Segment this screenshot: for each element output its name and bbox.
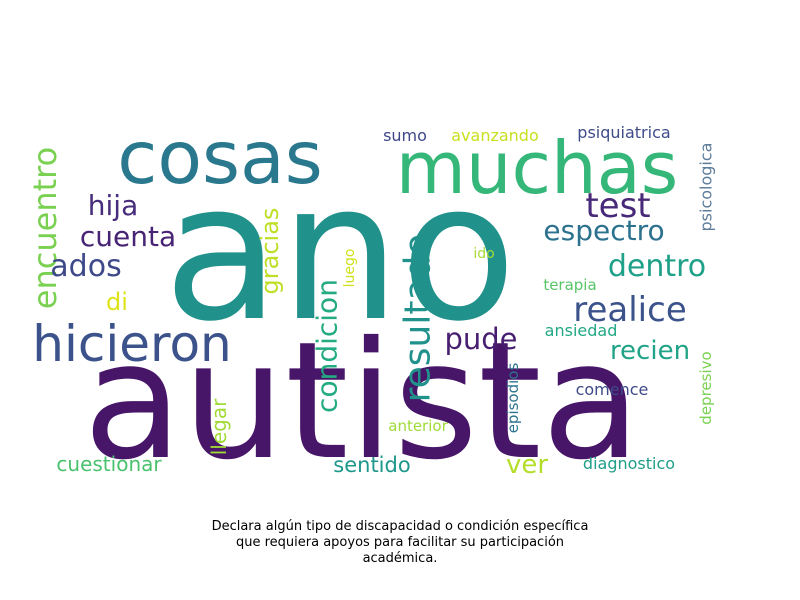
word-hicieron: hicieron — [32, 315, 231, 373]
word-cuestionar: cuestionar — [56, 452, 162, 476]
word-ido: ido — [473, 246, 494, 262]
word-ansiedad: ansiedad — [545, 321, 618, 340]
word-pude: pude — [444, 322, 517, 356]
word-psicologica: psicologica — [697, 143, 716, 232]
word-condicion: condicion — [311, 279, 344, 413]
word-luego: luego — [342, 249, 358, 288]
chart-caption: Declara algún tipo de discapacidad o con… — [150, 519, 650, 567]
word-dentro: dentro — [608, 249, 706, 284]
caption-line-2: que requiera apoyos para facilitar su pa… — [235, 535, 565, 550]
word-espectro: espectro — [543, 214, 664, 247]
word-sentido: sentido — [333, 453, 410, 477]
word-ados: ados — [50, 249, 121, 284]
word-depresivo: depresivo — [697, 351, 715, 424]
word-sumo: sumo — [383, 126, 427, 145]
word-encuentro: encuentro — [26, 147, 64, 309]
caption-line-3: académica. — [362, 551, 438, 566]
word-psiquiatrica: psiquiatrica — [577, 123, 670, 142]
word-ano: ano — [163, 142, 516, 363]
word-llegar: llegar — [207, 398, 231, 455]
word-ver: ver — [506, 450, 548, 480]
word-cuenta: cuenta — [80, 220, 176, 253]
word-autista: autista — [83, 308, 641, 496]
word-cosas: cosas — [117, 116, 323, 201]
word-realice: realice — [573, 290, 687, 330]
word-avanzando: avanzando — [451, 126, 539, 145]
caption-line-1: Declara algún tipo de discapacidad o con… — [211, 519, 589, 534]
word-resultado: resultado — [398, 234, 439, 403]
word-recien: recien — [610, 336, 690, 366]
word-test: test — [585, 186, 650, 226]
word-di: di — [106, 288, 128, 316]
word-gracias: gracias — [256, 208, 284, 295]
word-diagnostico: diagnostico — [583, 454, 675, 473]
word-episodios: episodios — [504, 363, 522, 434]
word-muchas: muchas — [396, 126, 679, 210]
word-anterior: anterior — [388, 417, 448, 435]
word-hija: hija — [88, 189, 138, 222]
word-terapia: terapia — [543, 276, 596, 294]
word-comence: comence — [576, 380, 649, 399]
